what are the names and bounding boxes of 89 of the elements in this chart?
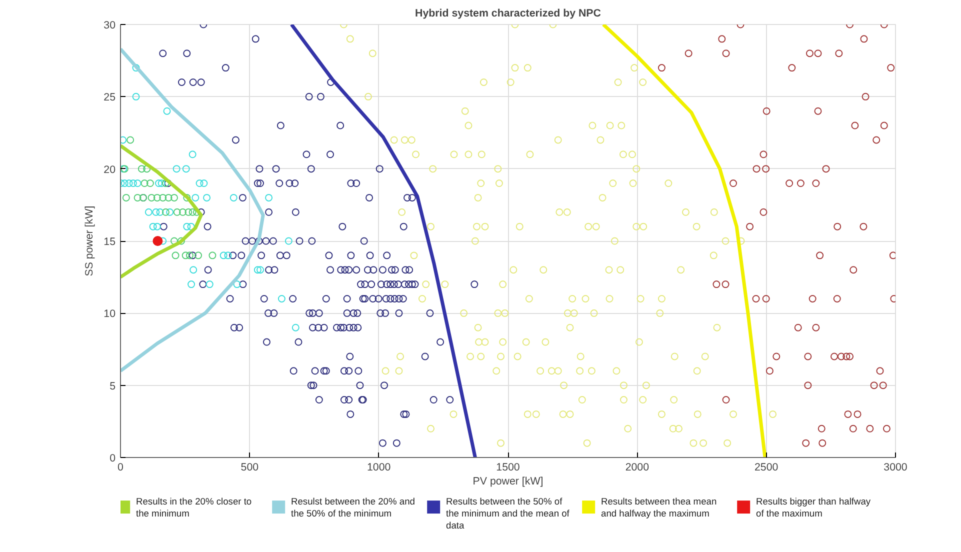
point [265,194,273,202]
point [187,222,195,230]
line-series [602,24,767,458]
point [184,208,192,216]
point [196,180,204,188]
x-tick-label: 2500 [754,462,778,474]
point [292,324,300,332]
point [134,194,142,202]
point [129,180,137,188]
point [162,208,170,216]
legend-label: Results bigger than halfway of the maximum [756,496,871,519]
point [126,136,134,144]
y-tick-label: 5 [110,380,116,392]
x-axis-title: PV power [kW] [472,476,544,488]
point [140,180,148,188]
point [188,280,196,288]
point [177,237,185,245]
line-series [290,24,477,458]
point [188,150,196,158]
x-tick-label: 3000 [884,462,908,474]
line-series [120,144,203,279]
point [122,194,130,202]
point [208,252,216,260]
point [203,194,211,202]
point [179,208,187,216]
x-tick-label: 2000 [625,462,650,474]
y-axis-title: SS power [kW] [84,206,96,276]
point [154,180,162,188]
point [163,107,171,115]
point [148,194,156,202]
point [120,136,127,144]
point [153,194,161,202]
point [224,252,232,260]
point [146,180,154,188]
point [159,194,167,202]
point [164,194,172,202]
line-series [120,47,265,373]
point [172,252,180,260]
point [183,194,191,202]
point [220,252,228,260]
y-tick-label: 10 [104,308,116,320]
point [166,208,174,216]
legend-label: Results in the 20% closer to the minimum [136,496,252,519]
x-tick-label: 500 [240,462,259,474]
point [284,237,292,245]
point [152,208,160,216]
point [182,165,190,173]
point [152,236,163,246]
y-tick-label: 30 [104,20,116,32]
point [153,222,161,230]
point [278,294,286,302]
point [120,180,128,188]
x-tick-label: 1000 [366,462,391,474]
point [172,165,180,173]
y-tick-label: 20 [104,164,116,176]
point [190,266,198,274]
point [132,64,140,72]
legend-label: Resulst between the 20% and the 50% of the minimum [291,496,415,519]
point [170,194,178,202]
point [183,222,191,230]
point [194,252,202,260]
point [186,252,194,260]
point [173,208,181,216]
x-tick-label: 0 [118,462,124,474]
legend-label: Results between the 50% of the minimum and the mean of data [446,496,570,531]
point [188,208,196,216]
point [192,194,200,202]
point [156,208,164,216]
point [132,92,140,100]
point [200,180,208,188]
x-tick-label: 1500 [496,462,520,474]
point [233,280,241,288]
point [206,280,214,288]
point [158,180,166,188]
chart-title: Hybrid system characterized by NPC [415,8,602,20]
point [138,165,146,173]
point [170,237,178,245]
point [144,208,152,216]
point [254,266,262,274]
y-tick-label: 15 [104,236,116,248]
point [182,252,190,260]
y-tick-label: 25 [104,92,116,104]
y-tick-label: 0 [110,452,116,464]
point [230,194,238,202]
legend-label: Results between thea mean and halfway the maximum [601,496,717,519]
point [125,180,133,188]
point [256,266,264,274]
point [134,180,142,188]
point [149,222,157,230]
